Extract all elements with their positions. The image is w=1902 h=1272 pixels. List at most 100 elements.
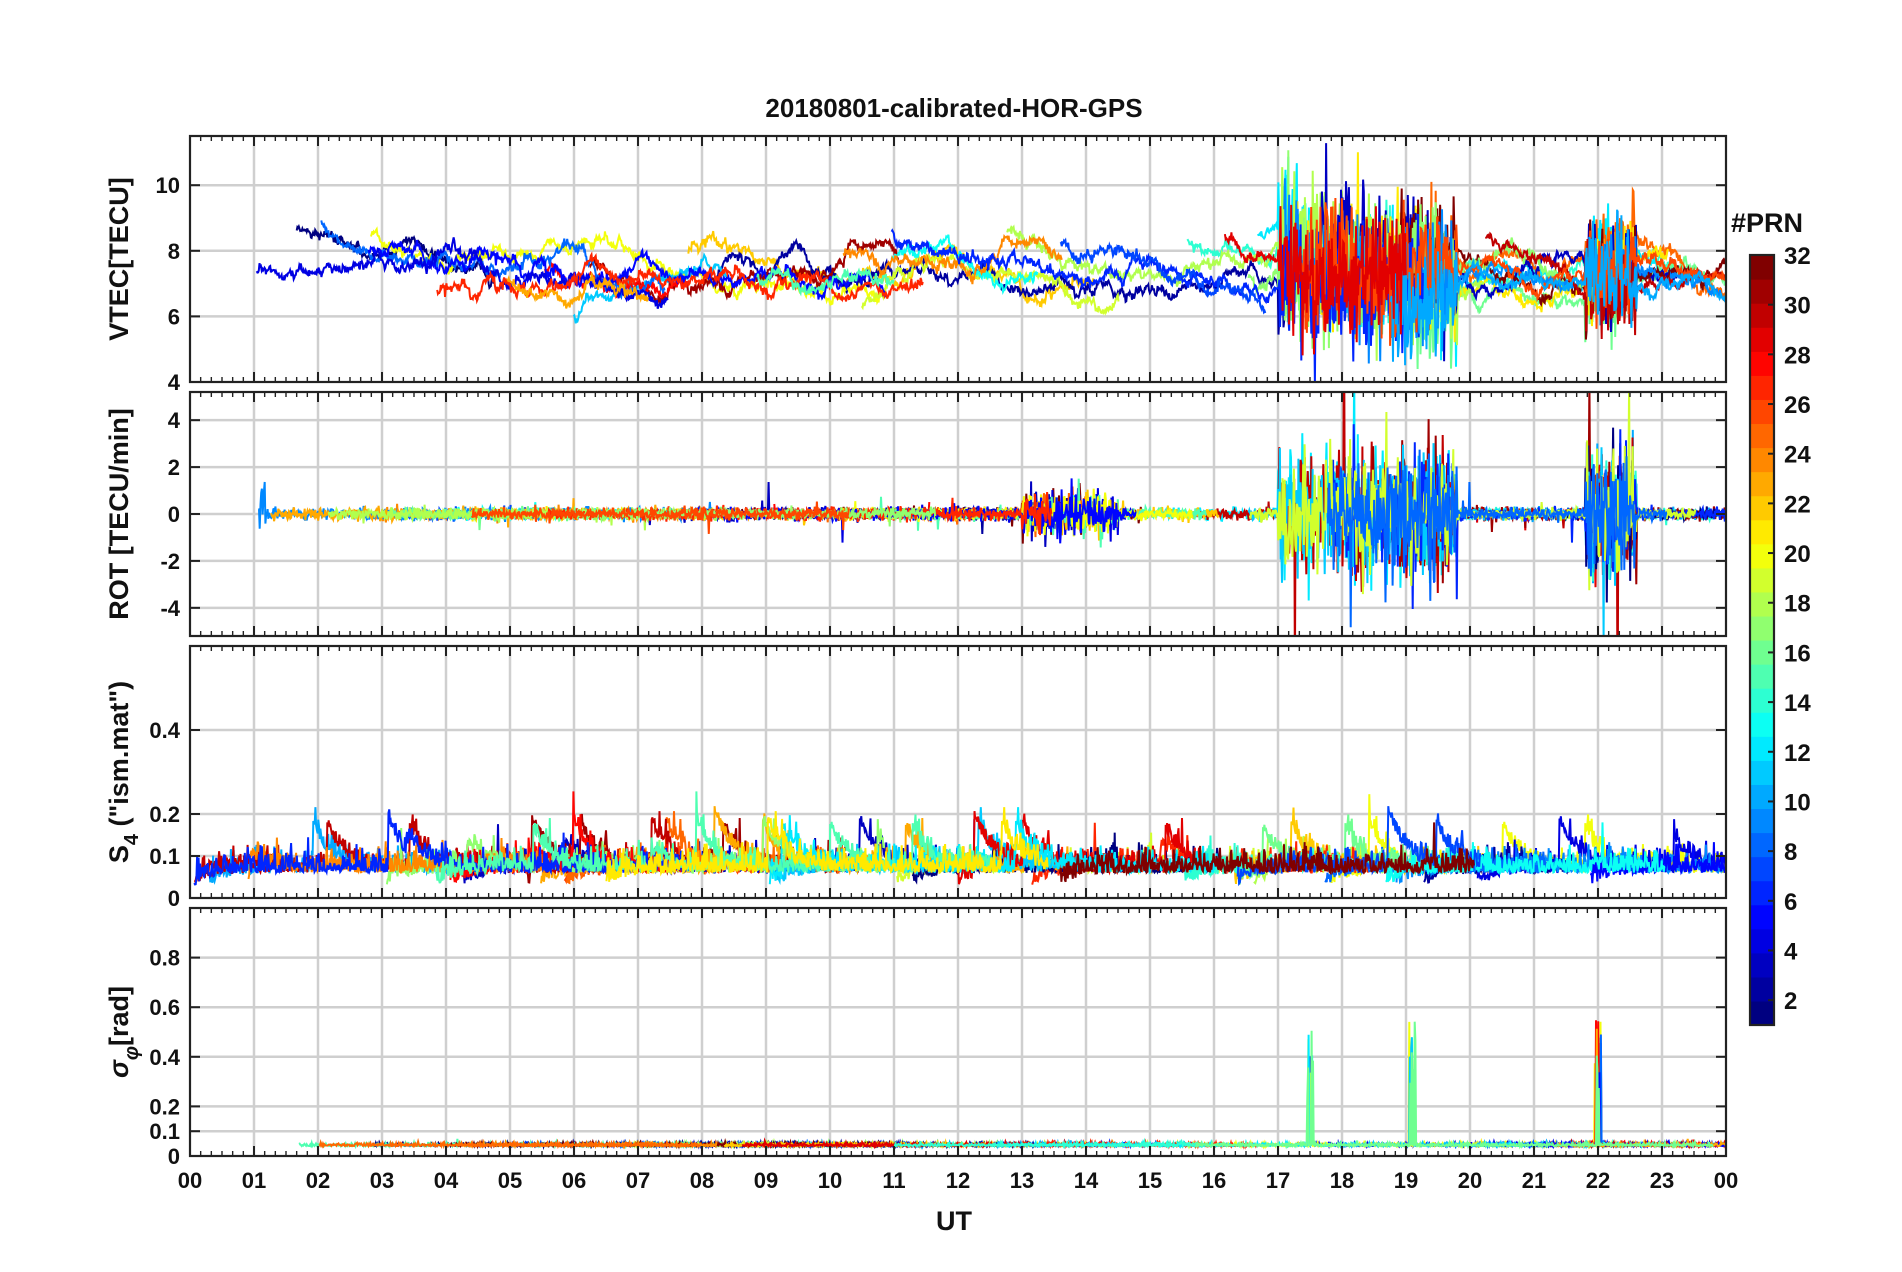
series-prn-11 bbox=[572, 252, 728, 324]
colorbar-swatch bbox=[1750, 351, 1774, 376]
colorbar-tick-label: 2 bbox=[1784, 988, 1797, 1015]
x-tick-label: 05 bbox=[498, 1168, 522, 1193]
x-tick-label: 06 bbox=[562, 1168, 586, 1193]
y-tick-label: 6 bbox=[168, 304, 180, 329]
y-tick-label: 0 bbox=[168, 502, 180, 527]
colorbar-frame bbox=[1748, 253, 1776, 1027]
x-tick-label: 00 bbox=[178, 1168, 202, 1193]
y-tick-label: 0.4 bbox=[149, 718, 180, 743]
series-prn-32 bbox=[1059, 822, 1475, 883]
panel-ROT: -4 -2 0 2 4 ROT [TECU/min] bbox=[104, 390, 1728, 638]
colorbar-tick-label: 22 bbox=[1784, 491, 1811, 518]
colorbar-swatch bbox=[1750, 327, 1774, 352]
panel-sigma_phi: 00.10.2 0.4 0.6 0.8 00 01 02 03 04 05 06 07 08 09 10 11… bbox=[104, 906, 1738, 1193]
y-tick-label: -4 bbox=[160, 596, 180, 621]
y-tick-label: 0.2 bbox=[149, 802, 180, 827]
colorbar-tick-label: 14 bbox=[1784, 690, 1811, 717]
colorbar-swatch bbox=[1750, 832, 1774, 858]
series-prn-27 bbox=[436, 251, 924, 305]
ticks-ROT: -4 -2 0 2 4 bbox=[160, 392, 1727, 636]
colorbar-tick-label: 12 bbox=[1784, 740, 1811, 767]
x-tick-label: 12 bbox=[946, 1168, 970, 1193]
colorbar-tick-label: 30 bbox=[1784, 293, 1811, 320]
series-prn-25 bbox=[318, 1137, 701, 1150]
series-prn-25 bbox=[1416, 181, 1726, 318]
colorbar-tick-label: 28 bbox=[1784, 342, 1811, 369]
series-prn-21 bbox=[605, 807, 1049, 882]
x-tick-label: 20 bbox=[1458, 1168, 1482, 1193]
series-prn-24 bbox=[842, 233, 1063, 285]
x-tick-label: 15 bbox=[1138, 1168, 1162, 1193]
series-group-ROT bbox=[258, 392, 1726, 636]
x-tick-label: 03 bbox=[370, 1168, 394, 1193]
y-axis-label-sigma_phi: σφ[rad] bbox=[104, 986, 143, 1078]
colorbar-swatch bbox=[1750, 375, 1774, 400]
y-tick-label: 4 bbox=[168, 408, 181, 433]
y-axis-label-ROT: ROT [TECU/min] bbox=[104, 408, 134, 619]
series-prn-29 bbox=[1223, 204, 1407, 356]
colorbar-swatch bbox=[1750, 519, 1774, 545]
colorbar-swatch bbox=[1750, 279, 1774, 304]
x-tick-label: 23 bbox=[1650, 1168, 1674, 1193]
colorbar-swatch bbox=[1750, 976, 1774, 1002]
x-tick-label: 11 bbox=[882, 1168, 905, 1193]
series-group-S4 bbox=[193, 791, 1726, 887]
colorbar-swatch bbox=[1750, 784, 1774, 810]
colorbar-tick-label: 24 bbox=[1784, 442, 1811, 469]
x-tick-label: 04 bbox=[434, 1168, 459, 1193]
series-prn-5 bbox=[367, 239, 888, 301]
x-tick-label: 17 bbox=[1266, 1168, 1290, 1193]
colorbar-tick-label: 20 bbox=[1784, 541, 1811, 568]
series-prn-14 bbox=[893, 1137, 1196, 1150]
y-axis-label-VTEC: VTEC[TECU] bbox=[104, 177, 134, 341]
colorbar-swatch bbox=[1750, 808, 1774, 834]
y-tick-label: 0.1 bbox=[149, 844, 180, 869]
series-prn-7 bbox=[1059, 237, 1267, 315]
x-tick-label: 13 bbox=[1010, 1168, 1034, 1193]
x-tick-label: 14 bbox=[1074, 1168, 1099, 1193]
series-prn-16 bbox=[1186, 1021, 1714, 1150]
colorbar-tick-label: 8 bbox=[1784, 839, 1797, 866]
y-tick-label: 0 bbox=[168, 886, 180, 911]
colorbar-swatch bbox=[1750, 712, 1774, 737]
colorbar-tick-label: 4 bbox=[1784, 938, 1798, 965]
colorbar-swatch bbox=[1750, 543, 1774, 569]
colorbar-title: #PRN bbox=[1731, 208, 1803, 238]
series-prn-6 bbox=[890, 213, 1425, 382]
colorbar-swatch bbox=[1750, 928, 1774, 954]
y-axis-label-S4: S4 ("ism.mat") bbox=[104, 681, 143, 863]
x-tick-label: 22 bbox=[1586, 1168, 1610, 1193]
panel-S4: 0 0.1 0.2 0.4S4 ("ism.mat") bbox=[104, 644, 1728, 911]
x-tick-label: 02 bbox=[306, 1168, 330, 1193]
series-prn-26 bbox=[471, 501, 850, 534]
colorbar-swatch bbox=[1750, 904, 1774, 930]
x-tick-label: 00 bbox=[1714, 1168, 1738, 1193]
x-tick-label: 08 bbox=[690, 1168, 714, 1193]
colorbar-tick-label: 32 bbox=[1784, 243, 1811, 270]
series-prn-15 bbox=[756, 267, 895, 297]
colorbar-swatch bbox=[1750, 856, 1774, 882]
series-group-sigma_phi bbox=[298, 1020, 1726, 1151]
colorbar-tick-label: 6 bbox=[1784, 889, 1797, 916]
x-tick-label: 18 bbox=[1330, 1168, 1354, 1193]
colorbar-swatch bbox=[1750, 664, 1774, 689]
x-tick-label: 01 bbox=[242, 1168, 266, 1193]
ticks-VTEC: 4 6 8 10 bbox=[156, 136, 1727, 395]
colorbar-swatch bbox=[1750, 447, 1774, 473]
grid-sigma_phi bbox=[190, 908, 1726, 1156]
colorbar-swatch bbox=[1750, 591, 1774, 617]
x-tick-label: 07 bbox=[626, 1168, 650, 1193]
colorbar-swatch bbox=[1750, 952, 1774, 978]
y-tick-label: 0.4 bbox=[149, 1045, 180, 1070]
colorbar-swatch bbox=[1750, 303, 1774, 328]
y-tick-label: 2 bbox=[168, 455, 180, 480]
series-prn-10 bbox=[1389, 209, 1726, 366]
colorbar-swatch bbox=[1750, 736, 1774, 761]
colorbar-swatch bbox=[1750, 495, 1774, 521]
y-tick-label: 8 bbox=[168, 239, 180, 264]
x-axis-label: UT bbox=[936, 1206, 972, 1236]
y-tick-label: 0 bbox=[168, 1144, 180, 1169]
chart-title: 20180801-calibrated-HOR-GPS bbox=[765, 93, 1142, 123]
series-group-VTEC bbox=[255, 143, 1726, 382]
